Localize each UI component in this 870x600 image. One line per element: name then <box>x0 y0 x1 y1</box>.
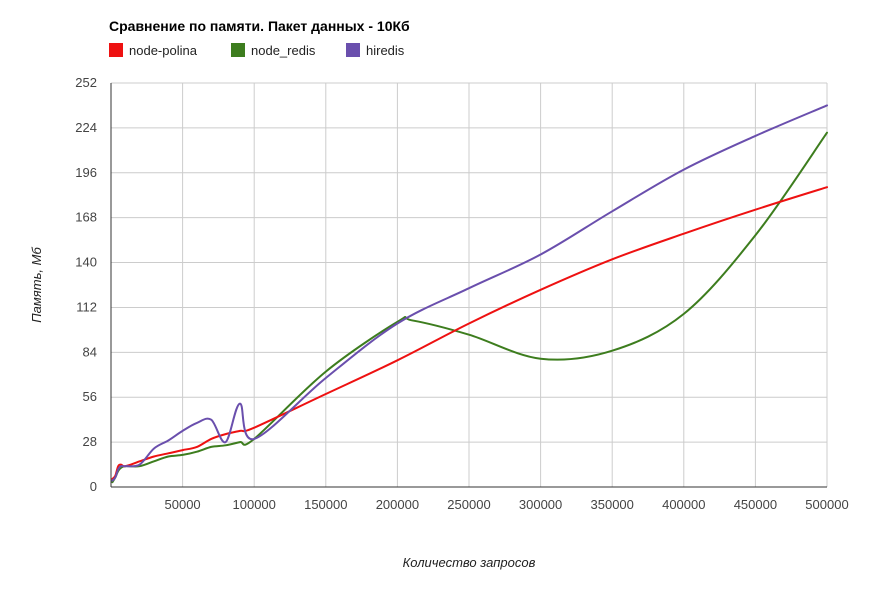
y-tick-label-84: 84 <box>83 344 97 359</box>
legend-label-node-redis: node_redis <box>251 43 316 58</box>
y-tick-label-224: 224 <box>75 120 97 135</box>
y-tick-label-168: 168 <box>75 210 97 225</box>
legend-item-node-polina[interactable]: node-polina <box>109 43 198 58</box>
x-tick-label-500000: 500000 <box>805 497 848 512</box>
x-tick-label-450000: 450000 <box>734 497 777 512</box>
x-tick-label-250000: 250000 <box>447 497 490 512</box>
legend-swatch-node-redis <box>231 43 245 57</box>
legend-label-hiredis: hiredis <box>366 43 405 58</box>
y-tick-label-28: 28 <box>83 434 97 449</box>
legend-item-node-redis[interactable]: node_redis <box>231 43 316 58</box>
x-axis-label: Количество запросов <box>403 555 536 570</box>
y-tick-label-56: 56 <box>83 389 97 404</box>
legend-swatch-node-polina <box>109 43 123 57</box>
legend-item-hiredis[interactable]: hiredis <box>346 43 405 58</box>
x-tick-label-200000: 200000 <box>376 497 419 512</box>
gridlines <box>111 82 828 487</box>
x-tick-label-300000: 300000 <box>519 497 562 512</box>
y-tick-label-196: 196 <box>75 165 97 180</box>
y-axis-label: Память, Мб <box>29 247 44 323</box>
x-tick-label-150000: 150000 <box>304 497 347 512</box>
legend-swatch-hiredis <box>346 43 360 57</box>
chart-title: Сравнение по памяти. Пакет данных - 10Кб <box>109 18 410 34</box>
y-axis-ticks: 0 28 56 84 112 140 168 196 224 252 <box>75 75 97 494</box>
axes <box>110 83 827 488</box>
y-tick-label-252: 252 <box>75 75 97 90</box>
x-axis-ticks: 50000 100000 150000 200000 250000 300000 35000… <box>165 497 849 512</box>
legend: node-polina node_redis hiredis <box>109 43 405 58</box>
x-tick-label-400000: 400000 <box>662 497 705 512</box>
series-line-hiredis[interactable] <box>111 104 828 482</box>
y-tick-label-112: 112 <box>76 299 97 314</box>
plot-area <box>111 104 828 484</box>
x-tick-label-350000: 350000 <box>591 497 634 512</box>
x-tick-label-100000: 100000 <box>233 497 276 512</box>
y-tick-label-140: 140 <box>75 255 97 270</box>
y-tick-label-0: 0 <box>90 479 97 494</box>
legend-label-node-polina: node-polina <box>129 43 198 58</box>
x-tick-label-50000: 50000 <box>165 497 201 512</box>
